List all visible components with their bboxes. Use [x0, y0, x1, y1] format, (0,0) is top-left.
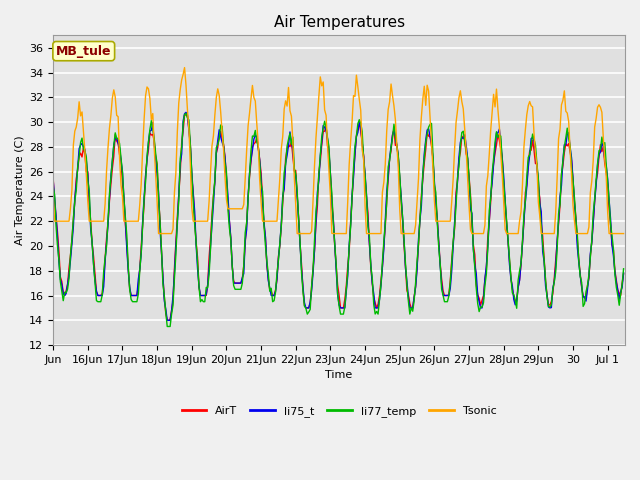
Line: AirT: AirT: [53, 115, 623, 320]
AirT: [163, 317, 171, 323]
li75_t: [620, 270, 627, 276]
li77_temp: [610, 246, 618, 252]
li75_t: [87, 226, 95, 232]
li77_temp: [182, 110, 190, 116]
Tsonic: [610, 231, 618, 237]
li75_t: [182, 109, 190, 115]
li75_t: [464, 155, 472, 161]
Y-axis label: Air Temperature (C): Air Temperature (C): [15, 135, 25, 245]
AirT: [260, 222, 268, 228]
AirT: [87, 218, 95, 224]
li75_t: [246, 170, 253, 176]
Tsonic: [246, 110, 253, 116]
li75_t: [538, 209, 545, 215]
li75_t: [260, 219, 268, 225]
Tsonic: [464, 174, 472, 180]
li77_temp: [538, 224, 545, 230]
Line: Tsonic: Tsonic: [53, 68, 623, 234]
li75_t: [610, 253, 618, 259]
Text: MB_tule: MB_tule: [56, 45, 111, 58]
AirT: [538, 221, 545, 227]
li77_temp: [260, 222, 268, 228]
AirT: [610, 248, 618, 253]
X-axis label: Time: Time: [326, 371, 353, 380]
Legend: AirT, li75_t, li77_temp, Tsonic: AirT, li75_t, li77_temp, Tsonic: [177, 402, 501, 421]
li77_temp: [464, 155, 472, 161]
Tsonic: [87, 218, 95, 224]
Tsonic: [538, 231, 545, 237]
AirT: [49, 175, 57, 180]
Title: Air Temperatures: Air Temperatures: [273, 15, 404, 30]
AirT: [246, 174, 253, 180]
Tsonic: [620, 231, 627, 237]
li75_t: [163, 317, 171, 323]
Tsonic: [155, 231, 163, 237]
Tsonic: [180, 65, 188, 71]
Tsonic: [49, 194, 57, 200]
li77_temp: [163, 324, 171, 329]
AirT: [620, 271, 627, 277]
li75_t: [49, 177, 57, 183]
Line: li77_temp: li77_temp: [53, 113, 623, 326]
Line: li75_t: li75_t: [53, 112, 623, 320]
li77_temp: [49, 184, 57, 190]
AirT: [180, 112, 188, 118]
li77_temp: [87, 223, 95, 228]
li77_temp: [620, 266, 627, 272]
Tsonic: [260, 218, 268, 224]
li77_temp: [246, 172, 253, 178]
AirT: [464, 156, 472, 161]
